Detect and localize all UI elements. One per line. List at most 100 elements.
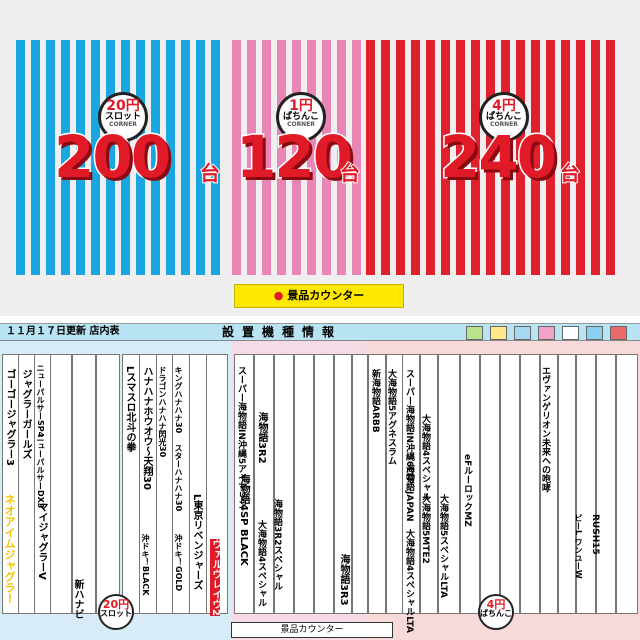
slot20-count: 200 — [52, 123, 172, 191]
floor-pachi4-type: ぱちんこ — [480, 609, 512, 618]
machine-island — [96, 354, 120, 614]
machine-umi: 海物語3R2 — [256, 412, 267, 464]
pachinko1-stripe — [292, 40, 301, 275]
pachinko1-corner: CORNER — [287, 121, 315, 128]
overview-panel: 20円 スロット CORNER 1円 ぱちんこ CORNER 4円 ぱちんこ C… — [0, 0, 640, 316]
slot20-stripe — [76, 40, 85, 275]
slot20-unit: 台 — [199, 161, 221, 185]
machine-island — [420, 354, 438, 614]
pachinko4-stripe — [591, 40, 600, 275]
pachinko4-corner: CORNER — [490, 121, 518, 128]
legend-swatch — [466, 326, 483, 340]
machine-island — [480, 354, 500, 614]
slot20-stripe — [46, 40, 55, 275]
slot20-bars — [16, 40, 226, 275]
slot20-stripe — [61, 40, 70, 275]
machine-valve: ヴァルヴレイヴ2 — [210, 539, 221, 616]
pachinko4-badge: 4円 ぱちんこ CORNER — [479, 92, 529, 142]
machine-myjuggler: マイジャグラーV — [36, 502, 47, 580]
machine-island — [540, 354, 558, 614]
pachinko4-count: 240 — [438, 123, 558, 191]
machine-star: スターハナハナ30 — [174, 444, 183, 512]
machine-daiumi4lta: 大海物語4スペシャルLTA — [404, 529, 414, 633]
machine-island — [368, 354, 386, 614]
pachinko1-unit: 台 — [339, 161, 361, 185]
machine-super: スーパー海物語IN沖縄5アイマリン — [236, 366, 246, 510]
slot20-stripe — [136, 40, 145, 275]
floor-header: １１月１７日更新 店内表 設置機種情報 — [0, 324, 640, 341]
machine-umi3r3: 海物語3R3 — [338, 554, 349, 606]
pachinko4-stripe — [366, 40, 375, 275]
pachinko4-stripe — [456, 40, 465, 275]
slot20-stripe — [196, 40, 205, 275]
counter-bullet: ● — [273, 289, 284, 302]
pachinko4-stripe — [396, 40, 405, 275]
machine-rush: RUSH15 — [590, 514, 600, 555]
slot20-stripe — [181, 40, 190, 275]
machine-superumi: スーパー海物語IN沖縄6LTP — [404, 369, 414, 485]
machine-island — [50, 354, 72, 614]
pachinko4-stripe — [531, 40, 540, 275]
pachinko4-stripe — [411, 40, 420, 275]
pachinko1-stripe — [307, 40, 316, 275]
floor-title: 設置機種情報 — [222, 325, 343, 339]
machine-island — [460, 354, 480, 614]
machine-umijapan: 海物語JAPAN — [404, 464, 414, 522]
slot20-stripe — [16, 40, 25, 275]
machine-juggler: ジャグラーガールズ — [20, 369, 31, 459]
floor-slot20-price: 20円 — [102, 598, 130, 611]
legend-swatch — [610, 326, 627, 340]
machine-daiumi4sp: 大海物語4スペシャル — [420, 414, 430, 502]
machine-island — [596, 354, 616, 614]
machine-hokuto: Lスマスロ北斗の拳 — [124, 366, 135, 453]
pachinko1-stripe — [337, 40, 346, 275]
pachinko1-type: ぱちんこ — [282, 112, 319, 122]
pachinko4-bars — [366, 40, 628, 275]
floor-prize-counter: 景品カウンター — [231, 622, 393, 638]
machine-neoi: ネオアイムジャグラー — [3, 494, 16, 604]
slot20-corner: CORNER — [109, 121, 137, 128]
machine-newpulsar2: ニューパルサーDX3 — [36, 434, 45, 509]
slot20-type: スロット — [104, 112, 141, 122]
legend-swatch — [514, 326, 531, 340]
machine-umi4: 海物語4SP BLACK — [238, 474, 249, 566]
pachinko4-stripe — [606, 40, 615, 275]
floor-map: １１月１７日更新 店内表 設置機種情報 ゴーゴージャグラー3 ジャグラーガールズ… — [0, 323, 640, 640]
slot20-stripe — [91, 40, 100, 275]
machine-shinhanahana: 新ハナビ — [72, 579, 83, 619]
machine-island — [254, 354, 274, 614]
pachinko1-stripe — [262, 40, 271, 275]
slot20-stripe — [166, 40, 175, 275]
pachinko1-stripe — [277, 40, 286, 275]
pachinko1-badge: 1円 ぱちんこ CORNER — [276, 92, 326, 142]
pachinko1-stripe — [322, 40, 331, 275]
machine-umi3r2sp: 海物語3R2スペシャル — [272, 499, 282, 591]
pachinko4-stripe — [516, 40, 525, 275]
counter-label: 景品カウンター — [287, 289, 365, 302]
pachinko4-stripe — [576, 40, 585, 275]
pachinko1-price: 1円 — [289, 98, 313, 114]
machine-island — [520, 354, 540, 614]
machine-island — [402, 354, 420, 614]
machine-island — [352, 354, 368, 614]
pachinko4-stripe — [486, 40, 495, 275]
slot20-stripe — [121, 40, 130, 275]
pachinko4-unit: 台 — [559, 161, 581, 185]
machine-hanahou: ハナハナホウオウ〜天翔30 — [141, 366, 152, 490]
legend-swatch — [538, 326, 555, 340]
pachinko4-price: 4円 — [492, 98, 516, 114]
machine-island — [234, 354, 254, 614]
update-date: １１月１７日更新 店内表 — [6, 326, 120, 337]
machine-island — [500, 354, 520, 614]
legend-swatch — [586, 326, 603, 340]
pachinko4-stripe — [561, 40, 570, 275]
slot20-stripe — [151, 40, 160, 275]
machine-king: キングハナハナ30 — [174, 366, 183, 434]
slot20-stripe — [106, 40, 115, 275]
machine-ef: eFルーロックMZ — [462, 454, 472, 527]
floor-slot20-type: スロット — [100, 609, 132, 618]
machine-okidoki: 沖ドキ！BLACK — [141, 534, 150, 596]
pachinko4-stripe — [426, 40, 435, 275]
pachinko1-stripe — [352, 40, 361, 275]
machine-dragon: ドラゴンハナハナ閃光30 — [158, 366, 167, 458]
